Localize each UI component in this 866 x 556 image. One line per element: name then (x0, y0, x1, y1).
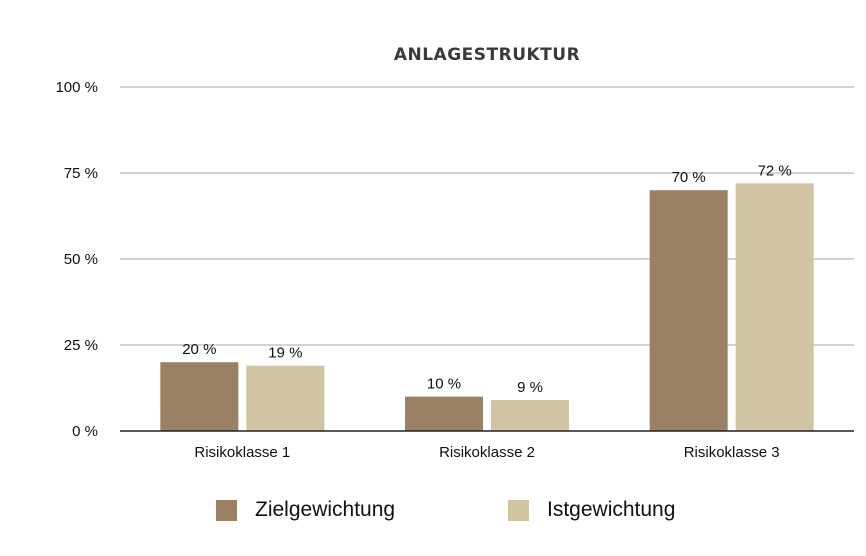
bar-zielgewichtung-3 (649, 190, 728, 431)
data-label-istgewichtung-3: 72 % (758, 162, 792, 179)
bar-chart: ANLAGESTRUKTUR 0 % 25 % 50 % 75 % 100 % 20 %… (55, 45, 854, 461)
data-label-istgewichtung-2: 9 % (517, 379, 543, 396)
legend: Zielgewichtung Istgewichtung (0, 492, 866, 528)
x-axis-categories: Risikoklasse 1 Risikoklasse 2 Risikoklasse… (194, 444, 779, 461)
data-label-zielgewichtung-1: 20 % (182, 341, 216, 358)
chart-title: ANLAGESTRUKTUR (394, 45, 580, 65)
bars (160, 183, 814, 431)
legend-swatch-istgewichtung (508, 499, 529, 521)
data-label-zielgewichtung-2: 10 % (427, 376, 461, 393)
legend-swatch-zielgewichtung (216, 499, 237, 521)
y-tick-label: 50 % (64, 251, 98, 268)
data-label-zielgewichtung-3: 70 % (672, 169, 706, 186)
bar-istgewichtung-2 (491, 400, 569, 431)
legend-label-zielgewichtung: Zielgewichtung (255, 498, 396, 521)
data-label-istgewichtung-1: 19 % (268, 345, 302, 362)
y-tick-label: 75 % (64, 165, 98, 182)
data-labels: 20 % 19 % 10 % 9 % 70 % 72 % (182, 162, 792, 396)
bar-istgewichtung-1 (246, 365, 325, 431)
bar-zielgewichtung-1 (160, 362, 239, 431)
y-tick-label: 0 % (72, 423, 98, 440)
legend-item-istgewichtung: Istgewichtung (508, 492, 675, 528)
legend-item-zielgewichtung: Zielgewichtung (216, 492, 395, 528)
x-category-label: Risikoklasse 2 (439, 444, 535, 461)
x-category-label: Risikoklasse 3 (684, 444, 780, 461)
y-tick-label: 100 % (55, 79, 98, 96)
bar-istgewichtung-3 (735, 183, 814, 431)
y-tick-label: 25 % (64, 337, 98, 354)
x-category-label: Risikoklasse 1 (194, 444, 290, 461)
legend-label-istgewichtung: Istgewichtung (547, 498, 676, 521)
gridlines (120, 86, 854, 346)
bar-zielgewichtung-2 (405, 396, 483, 431)
y-axis-ticks: 0 % 25 % 50 % 75 % 100 % (55, 79, 98, 440)
